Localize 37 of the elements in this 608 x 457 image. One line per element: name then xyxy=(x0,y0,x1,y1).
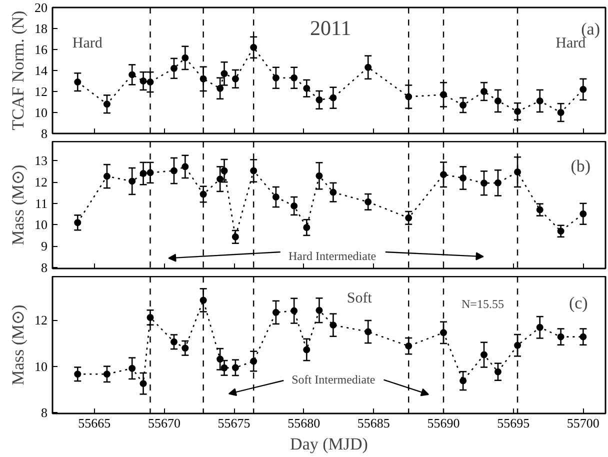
y-tick-label: 14 xyxy=(34,63,48,78)
y-tick-label: 12 xyxy=(34,312,48,328)
annotation: Soft Intermediate xyxy=(292,372,376,387)
y-tick-label: 16 xyxy=(34,42,48,57)
x-axis-title: Day (MJD) xyxy=(290,434,368,454)
y-tick-label: 10 xyxy=(34,217,48,232)
x-tick-label: 55700 xyxy=(566,416,600,430)
y-axis-title: Mass (M⊙) xyxy=(8,304,28,386)
x-tick-label: 55680 xyxy=(288,416,320,430)
x-tick-label: 55685 xyxy=(357,416,390,430)
annotation: Hard Intermediate xyxy=(288,248,376,263)
annotation: (c) xyxy=(568,294,588,313)
x-tick-label: 55665 xyxy=(78,416,111,430)
y-tick-label: 8 xyxy=(41,404,48,420)
annotation: (b) xyxy=(570,156,591,176)
x-tick-label: 55675 xyxy=(218,416,250,430)
x-tick-label: 55670 xyxy=(148,416,180,430)
y-tick-label: 12 xyxy=(34,174,48,190)
y-axis-title: TCAF Norm. (N) xyxy=(8,10,28,130)
annotation: Soft xyxy=(346,290,373,306)
y-tick-label: 12 xyxy=(34,84,48,99)
y-axis-title: Mass (M⊙) xyxy=(8,164,28,246)
y-tick-label: 11 xyxy=(34,196,48,211)
x-tick-label: 55690 xyxy=(427,416,460,430)
x-tick-label: 55695 xyxy=(497,416,530,430)
y-tick-label: 8 xyxy=(41,260,48,275)
y-tick-label: 13 xyxy=(34,153,48,168)
y-tick-label: 10 xyxy=(34,105,48,120)
y-tick-label: 18 xyxy=(34,21,48,36)
annotation: 2011 xyxy=(310,16,352,40)
annotation: (a) xyxy=(581,19,600,38)
y-tick-label: 8 xyxy=(41,126,48,141)
annotation: Hard xyxy=(72,35,103,52)
y-tick-label: 10 xyxy=(34,358,48,374)
y-tick-label: 9 xyxy=(41,238,48,254)
y-tick-label: 20 xyxy=(34,0,48,15)
annotation: N=15.55 xyxy=(462,296,504,311)
